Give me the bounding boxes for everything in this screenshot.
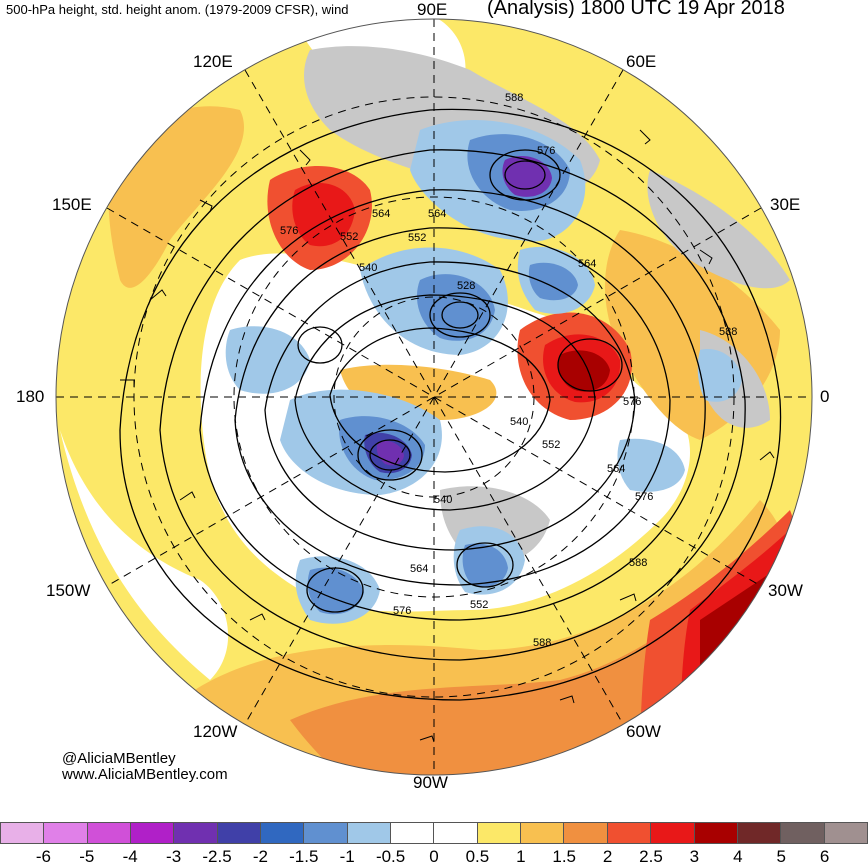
colorbar-tick-label: 2.5 — [639, 847, 663, 866]
colorbar-tick-label: 3 — [689, 847, 700, 866]
lon-label-150w: 150W — [46, 581, 91, 600]
lon-label-120e: 120E — [193, 52, 233, 71]
colorbar-tick-label: 5 — [776, 847, 786, 866]
colorbar-swatch — [780, 822, 825, 844]
contour-label: 576 — [623, 396, 641, 408]
colorbar-tick-label: 0 — [429, 847, 439, 866]
contour-label: 552 — [470, 599, 488, 611]
contour-label: 564 — [428, 208, 446, 220]
colorbar-swatch — [346, 822, 392, 844]
height-contours — [119, 108, 782, 701]
lon-label-90w: 90W — [413, 773, 448, 792]
lon-label-60w: 60W — [626, 722, 661, 741]
contour-label: 576 — [537, 145, 555, 157]
colorbar-swatch — [0, 822, 45, 844]
colorbar-tick-label: -4 — [122, 847, 138, 866]
colorbar-swatch — [433, 822, 478, 844]
colorbar-tick-label: -2 — [252, 847, 268, 866]
contour-label: 528 — [457, 280, 475, 292]
colorbar-swatch — [563, 822, 608, 844]
colorbar-tick-label: 1.5 — [552, 847, 577, 866]
colorbar-tick-label: -6 — [35, 847, 51, 866]
colorbar-swatch — [650, 822, 695, 844]
contour-label: 552 — [408, 232, 426, 244]
colorbar-tick-label: -3 — [166, 847, 182, 866]
colorbar-tick-label: 4 — [733, 847, 743, 866]
lon-label-180: 180 — [16, 387, 45, 406]
colorbar-swatch — [823, 822, 868, 844]
lat-lon-grid — [56, 19, 812, 775]
contour-label: 540 — [434, 494, 452, 506]
colorbar-tick-label: -2.5 — [202, 847, 232, 866]
analysis-time: (Analysis) 1800 UTC 19 Apr 2018 — [487, 0, 785, 19]
contour-label: 588 — [505, 92, 523, 104]
lon-label-150e: 150E — [52, 195, 92, 214]
colorbar-tick-label: 6 — [819, 847, 830, 866]
colorbar-tick-label: 2 — [602, 847, 613, 866]
colorbar-swatch — [173, 822, 218, 844]
colorbar-tick-label: -1.5 — [289, 847, 319, 866]
polar-map: 588 576 564 552 540 528 564 588 576 540 … — [55, 18, 813, 776]
lon-label-0: 0 — [820, 387, 830, 406]
contour-label: 576 — [280, 225, 298, 237]
lon-label-90e: 90E — [417, 0, 448, 19]
map-title: 500-hPa height, std. height anom. (1979-… — [6, 2, 349, 17]
colorbar-swatch — [476, 822, 522, 844]
author-handle: @AliciaMBentley — [62, 750, 176, 767]
colorbar-swatch — [606, 822, 652, 844]
contour-label: 564 — [578, 258, 596, 270]
wind-barbs — [120, 129, 775, 743]
contour-label: 540 — [510, 416, 528, 428]
author-website: www.AliciaMBentley.com — [62, 766, 228, 783]
colorbar-swatch — [130, 822, 175, 844]
lon-label-60e: 60E — [626, 52, 657, 71]
contour-label: 588 — [533, 637, 551, 649]
colorbar-tick-label: -0.5 — [375, 847, 406, 866]
colorbar-swatch — [390, 822, 435, 844]
colorbar-tick-label: 0.5 — [465, 847, 490, 866]
colorbar-tick-label: 1 — [516, 847, 526, 866]
contour-label: 564 — [372, 208, 390, 220]
contour-label: 552 — [542, 439, 560, 451]
lon-label-30w: 30W — [768, 581, 803, 600]
contour-label: 552 — [340, 231, 358, 243]
colorbar-swatch — [260, 822, 305, 844]
contour-label: 588 — [629, 557, 647, 569]
contour-label: 564 — [607, 463, 625, 475]
contour-label: 564 — [410, 563, 428, 575]
contour-label: 576 — [635, 491, 653, 503]
colorbar — [0, 822, 868, 844]
colorbar-tick-label: -1 — [339, 847, 355, 866]
colorbar-swatch — [86, 822, 132, 844]
contour-label: 540 — [359, 262, 377, 274]
contour-label: 588 — [719, 326, 737, 338]
colorbar-swatch — [693, 822, 738, 844]
colorbar-swatch — [216, 822, 262, 844]
colorbar-swatch — [520, 822, 565, 844]
contour-label: 576 — [393, 605, 411, 617]
lon-label-30e: 30E — [770, 195, 801, 214]
lon-label-120w: 120W — [193, 722, 238, 741]
colorbar-swatch — [303, 822, 348, 844]
colorbar-tick-label: -5 — [79, 847, 95, 866]
colorbar-swatch — [43, 822, 88, 844]
map-boundary — [55, 18, 813, 776]
colorbar-swatch — [736, 822, 782, 844]
